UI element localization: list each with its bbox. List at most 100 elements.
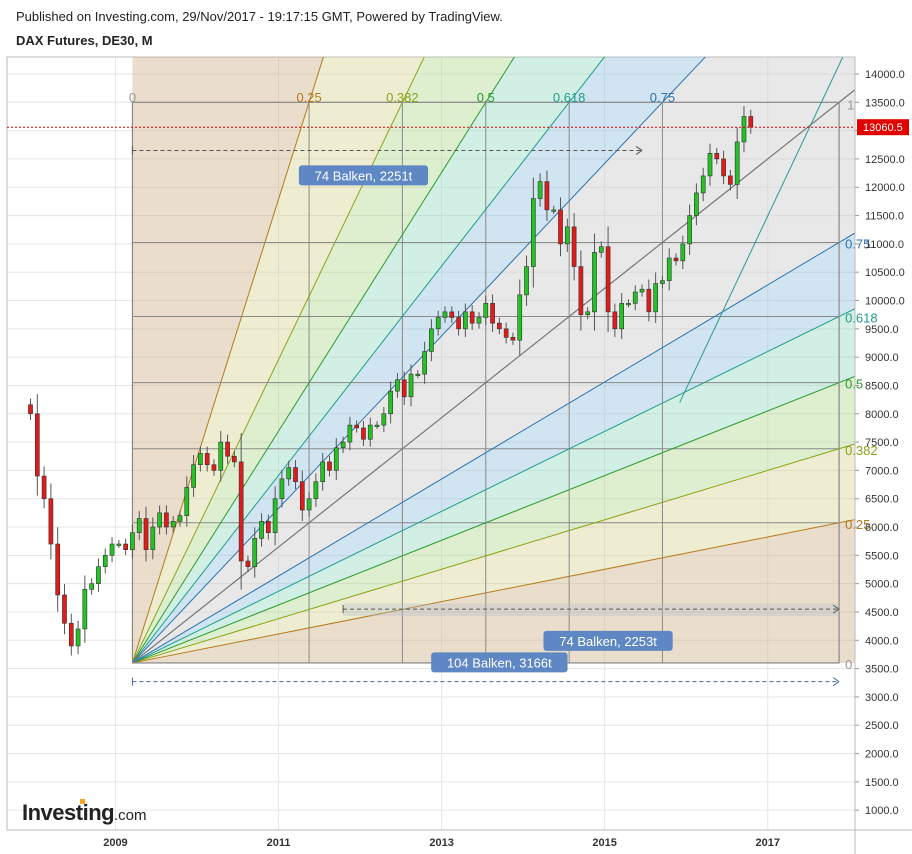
candle-body: [164, 512, 169, 528]
x-tick-label: 2011: [267, 837, 291, 849]
y-tick-label: 2000.0: [865, 749, 899, 761]
y-tick-label: 6500.0: [865, 494, 899, 506]
investing-logo: Investing .com: [22, 799, 147, 825]
x-tick-label: 2015: [592, 837, 616, 849]
gann-fan[interactable]: [131, 0, 912, 664]
candle-body: [75, 628, 81, 647]
fan-diagonal: [132, 88, 855, 664]
candle-body: [306, 498, 312, 511]
y-axis: 1000.0 1500.0 2000.0 2500.0 3000.0 3500.0 4000…: [855, 69, 909, 817]
candle-body: [558, 209, 563, 245]
fan-ray: [132, 519, 855, 664]
candle-body: [680, 243, 686, 262]
y-tick-label: 7500.0: [865, 437, 899, 449]
y-tick-label: 7000.0: [865, 465, 899, 477]
fan-ray: [132, 443, 855, 664]
candle-body: [191, 464, 196, 488]
y-tick-label: 1500.0: [865, 777, 899, 789]
candle-body: [734, 141, 740, 185]
plot-area[interactable]: [6, 56, 856, 831]
candle-body: [313, 481, 319, 500]
candle-body: [157, 512, 162, 528]
candle-body: [544, 181, 550, 211]
y-tick-label: 5500.0: [865, 550, 899, 562]
candle-body: [449, 311, 455, 318]
candle-body: [34, 413, 40, 477]
candle-body: [333, 447, 339, 471]
annotation-top: 74 Balken, 2251t: [315, 168, 413, 183]
candle-body: [483, 303, 489, 318]
candle-body: [530, 198, 536, 267]
candle-body: [116, 543, 122, 546]
candle-body: [714, 152, 720, 160]
candle-body: [503, 328, 509, 338]
fan-ray: [132, 308, 855, 664]
candle-body: [578, 266, 584, 315]
y-tick-label: 13500.0: [865, 97, 905, 109]
fan-ray: [132, 57, 515, 664]
y-tick-label: 8000.0: [865, 409, 899, 421]
candle-body: [130, 532, 135, 550]
candle-body: [463, 311, 468, 330]
candle-body: [592, 252, 597, 313]
candle-body: [299, 481, 305, 511]
candle-body: [198, 453, 203, 466]
annotation-mid: 74 Balken, 2253t: [559, 634, 657, 649]
fan-zone: [132, 57, 855, 663]
y-tick-label: 6000.0: [865, 522, 899, 534]
candle-body: [700, 175, 706, 194]
candle-body: [401, 379, 407, 398]
candle-body: [272, 498, 278, 533]
candle-body: [517, 294, 523, 341]
candle-body: [367, 424, 373, 440]
candle-body: [728, 175, 733, 185]
x-tick-label: 2013: [429, 837, 453, 849]
measure-arrow: [635, 150, 643, 155]
symbol-title: DAX Futures, DE30, M: [16, 33, 153, 48]
y-tick-label: 3500.0: [865, 664, 899, 676]
candle-body: [598, 246, 604, 253]
candle-body: [340, 441, 346, 449]
y-tick-label: 12000.0: [865, 182, 905, 194]
candle-body: [666, 257, 672, 281]
candle-body: [612, 311, 618, 330]
candle-body: [646, 288, 652, 313]
fan-label-side: 0.618: [845, 310, 878, 325]
candle-body: [48, 498, 54, 545]
candle-body: [422, 351, 427, 375]
y-tick-label: 5000.0: [865, 579, 899, 591]
measure-arrow: [832, 604, 840, 610]
y-tick-label: 4000.0: [865, 635, 899, 647]
candle-body: [408, 373, 414, 398]
candle-body: [225, 441, 230, 457]
y-tick-label: 10000.0: [865, 296, 905, 308]
fan-ray: [132, 232, 855, 664]
candle-body: [347, 424, 353, 443]
candle-body: [252, 538, 258, 567]
candle-body: [28, 404, 33, 415]
fan-ray: [132, 375, 855, 664]
last-price-label: 13060.5: [863, 122, 903, 134]
candle-body: [388, 390, 393, 415]
logo-brand: Investing: [22, 800, 114, 825]
candle-body: [211, 464, 217, 471]
candle-body: [123, 543, 128, 550]
candle-body: [510, 337, 516, 341]
candles[interactable]: [28, 106, 754, 656]
candle-body: [537, 181, 543, 199]
candle-body: [361, 427, 366, 440]
candle-body: [102, 555, 108, 567]
candle-body: [55, 543, 61, 596]
trend-line: [679, 57, 844, 403]
annotation-top-box: [298, 165, 429, 186]
x-tick-label: 2017: [756, 837, 780, 849]
candle-body: [41, 475, 47, 500]
candle-body: [96, 566, 101, 584]
candle-body: [143, 518, 149, 550]
candle-body: [694, 192, 699, 216]
candle-body: [653, 283, 658, 313]
annotations: 0 0.25 0.382 0.5 0.618 0.75 1 0.25 0.382 0.5 0.618…: [7, 90, 878, 687]
candle-body: [320, 461, 326, 483]
candle-body: [279, 478, 285, 500]
